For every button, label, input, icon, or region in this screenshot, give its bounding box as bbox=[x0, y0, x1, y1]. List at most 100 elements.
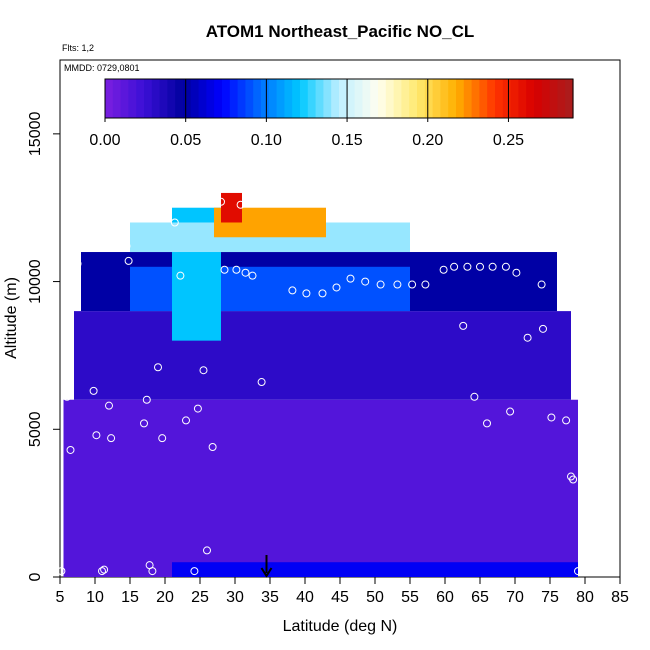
colorbar-segment bbox=[502, 79, 512, 118]
colorbar-segment bbox=[105, 79, 114, 118]
x-tick-label: 25 bbox=[191, 589, 209, 606]
observation-point bbox=[450, 262, 459, 271]
observation-point bbox=[408, 280, 417, 289]
observation-point bbox=[248, 271, 257, 280]
observation-point bbox=[459, 321, 468, 330]
colorbar-tick-label: 0.20 bbox=[412, 132, 443, 149]
observation-point bbox=[547, 413, 556, 422]
colorbar-segment bbox=[534, 79, 543, 118]
observation-point bbox=[154, 363, 162, 372]
observation-points bbox=[57, 197, 582, 576]
colorbar-segment bbox=[448, 79, 457, 118]
observation-point bbox=[57, 567, 66, 576]
observation-point bbox=[361, 277, 370, 286]
colorbar-segment bbox=[292, 79, 301, 118]
observation-point bbox=[193, 404, 202, 413]
colorbar-segment bbox=[159, 79, 168, 118]
heatmap-cell bbox=[221, 192, 242, 223]
colorbar bbox=[104, 78, 574, 119]
colorbar-segment bbox=[276, 79, 285, 118]
colorbar-segment bbox=[479, 79, 488, 118]
colorbar-segment bbox=[183, 79, 192, 118]
colorbar-segment bbox=[284, 79, 293, 118]
observation-point bbox=[488, 262, 497, 271]
x-tick-label: 35 bbox=[261, 589, 279, 606]
colorbar-segment bbox=[214, 79, 223, 118]
y-axis-label: Altitude (m) bbox=[3, 277, 20, 359]
observation-point bbox=[421, 280, 430, 289]
colorbar-segment bbox=[463, 79, 473, 118]
observation-point bbox=[501, 262, 510, 271]
arrow-head bbox=[260, 567, 273, 578]
colorbar-segment bbox=[393, 79, 402, 118]
colorbar-segment bbox=[167, 79, 176, 118]
heatmap-layer bbox=[63, 192, 578, 577]
colorbar-segment bbox=[128, 79, 137, 118]
colorbar-tick-label: 0.25 bbox=[493, 132, 524, 149]
y-tick-label: 15000 bbox=[27, 112, 44, 157]
x-tick-label: 55 bbox=[401, 589, 419, 606]
x-tick-label: 85 bbox=[611, 589, 629, 606]
observation-point bbox=[122, 242, 131, 251]
colorbar-segment bbox=[112, 79, 122, 118]
observation-point bbox=[492, 239, 501, 248]
observation-point bbox=[107, 434, 116, 443]
colorbar-segment bbox=[339, 79, 348, 118]
colorbar-segment bbox=[253, 79, 262, 118]
colorbar-segment bbox=[495, 79, 504, 118]
colorbar-segment bbox=[549, 79, 558, 118]
observation-point bbox=[236, 200, 245, 209]
colorbar-segment bbox=[261, 79, 270, 118]
y-tick-label: 10000 bbox=[27, 259, 44, 304]
x-tick-label: 10 bbox=[86, 589, 104, 606]
colorbar-tick-label: 0.10 bbox=[251, 132, 282, 149]
colorbar-segment bbox=[346, 79, 356, 118]
colorbar-segment bbox=[354, 79, 363, 118]
colorbar-segment bbox=[190, 79, 200, 118]
colorbar-segment bbox=[510, 79, 519, 118]
colorbar-segment bbox=[456, 79, 465, 118]
colorbar-segment bbox=[557, 79, 566, 118]
y-axis-ticks: 0 5000 10000 15000 bbox=[27, 112, 60, 581]
x-tick-label: 50 bbox=[366, 589, 384, 606]
colorbar-segment bbox=[409, 79, 418, 118]
observation-point bbox=[539, 324, 547, 333]
colorbar-segment bbox=[385, 79, 395, 118]
x-tick-label: 15 bbox=[121, 589, 139, 606]
observation-point bbox=[170, 218, 179, 227]
observation-point bbox=[506, 407, 515, 416]
flights-label: Flts: 1,2 bbox=[62, 43, 94, 53]
colorbar-tick-label: 0.05 bbox=[170, 132, 201, 149]
observation-point bbox=[483, 419, 491, 428]
heatmap-cell bbox=[63, 399, 578, 577]
colorbar-segment bbox=[307, 79, 317, 118]
observation-point bbox=[288, 286, 297, 295]
observation-point bbox=[558, 286, 567, 295]
observation-point bbox=[523, 333, 532, 342]
colorbar-segment bbox=[487, 79, 496, 118]
observation-point bbox=[199, 366, 208, 375]
x-tick-label: 20 bbox=[156, 589, 174, 606]
observation-point bbox=[78, 242, 87, 251]
x-axis-label: Latitude (deg N) bbox=[283, 618, 398, 635]
observation-point bbox=[463, 262, 472, 271]
colorbar-segment bbox=[370, 79, 379, 118]
chart-title: ATOM1 Northeast_Pacific NO_CL bbox=[206, 22, 475, 41]
colorbar-tick-label: 0.00 bbox=[89, 132, 120, 149]
observation-point bbox=[176, 271, 185, 280]
colorbar-segment bbox=[198, 79, 207, 118]
x-tick-label: 5 bbox=[56, 589, 65, 606]
colorbar-segment bbox=[206, 79, 215, 118]
heatmap-cell bbox=[172, 562, 578, 577]
observation-point bbox=[346, 274, 355, 283]
observation-point bbox=[220, 265, 229, 274]
observation-point bbox=[208, 443, 217, 452]
observation-point bbox=[302, 289, 311, 298]
colorbar-segment bbox=[245, 79, 254, 118]
colorbar-segment bbox=[378, 79, 387, 118]
observation-point bbox=[512, 268, 521, 277]
colorbar-segment bbox=[518, 79, 527, 118]
x-tick-label: 80 bbox=[576, 589, 594, 606]
colorbar-segment bbox=[120, 79, 129, 118]
